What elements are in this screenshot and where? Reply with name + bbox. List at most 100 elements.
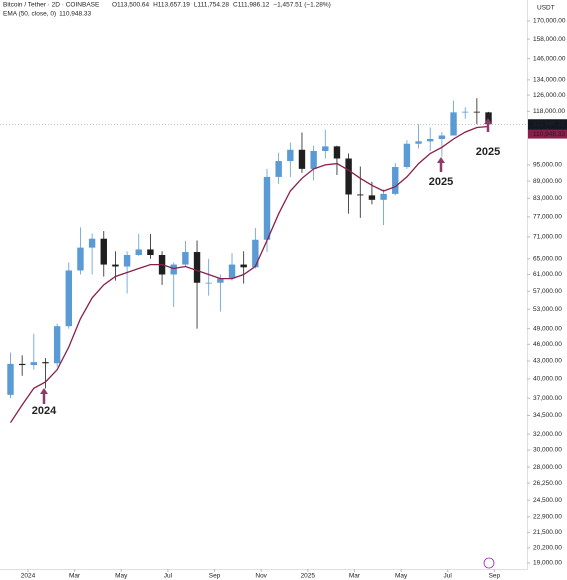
candle-body: [30, 362, 38, 366]
event-icon[interactable]: [483, 557, 495, 569]
candle-body: [18, 363, 26, 366]
y-tick-label: 89,000.00: [533, 178, 562, 185]
y-tick-label: 21,500.00: [533, 529, 562, 536]
y-tick-label: 61,000.00: [533, 271, 562, 278]
ohlc-value: L111,754.28: [194, 2, 230, 9]
x-tick-label: Sep: [489, 573, 501, 580]
candle-body: [438, 135, 446, 139]
candle-body: [263, 176, 271, 240]
ema-line: [9, 125, 489, 424]
x-tick-label: Jul: [444, 573, 453, 580]
ohlc-value: −1,457.51 (−1.28%): [273, 2, 330, 9]
candle-body: [473, 111, 481, 113]
ohlc-value: H113,657.19: [153, 2, 190, 9]
y-tick-label: 49,000.00: [533, 325, 562, 332]
candle-body: [380, 193, 387, 200]
x-tick-label: 2024: [21, 573, 36, 580]
y-tick-label: 46,000.00: [533, 341, 562, 348]
y-tick-label: 65,000.00: [533, 256, 562, 263]
x-tick-label: Sep: [209, 573, 221, 580]
y-tick-label: 53,000.00: [533, 306, 562, 313]
last-price-label: 111,986.12: [533, 120, 565, 127]
y-tick-label: 71,000.00: [533, 234, 562, 241]
candle-body: [240, 264, 247, 268]
candle-body: [368, 195, 376, 200]
y-tick-label: 43,000.00: [533, 358, 562, 365]
x-tick-label: 2025: [301, 573, 316, 580]
candle-body: [450, 112, 457, 136]
candle-body: [112, 264, 119, 267]
candle-body: [415, 141, 422, 144]
candle-body: [228, 264, 236, 279]
candle-body: [485, 112, 492, 125]
y-tick-label: 146,000.00: [533, 55, 566, 62]
candle-body: [53, 326, 61, 364]
y-tick-label: 26,250.00: [533, 480, 562, 487]
candle-body: [461, 111, 469, 113]
y-tick-label: 134,000.00: [533, 77, 566, 84]
y-tick-label: 34,500.00: [533, 412, 562, 419]
ema-tag-label: 110,948.33: [533, 131, 565, 138]
y-tick-label: 28,000.00: [533, 464, 562, 471]
candle-body: [123, 255, 131, 267]
candle-body: [287, 149, 294, 162]
candle-body: [88, 238, 96, 248]
x-tick-label: Mar: [69, 573, 81, 580]
candle-body: [357, 194, 364, 196]
y-tick-label: 118,000.00: [533, 108, 565, 115]
candle-body: [345, 158, 352, 195]
y-tick-label: 37,000.00: [533, 395, 562, 402]
annotation: 2024: [32, 405, 57, 417]
candle-body: [147, 249, 154, 256]
y-tick-label: 19,000.00: [533, 560, 562, 567]
candle-body: [322, 146, 329, 152]
candle-body: [252, 239, 259, 268]
annotation-arrow-head: [437, 157, 445, 163]
chart-title: Bitcoin / Tether · 2D · COINBASE: [3, 2, 100, 9]
y-tick-label: 158,000.00: [533, 36, 566, 43]
annotation: 2025: [429, 176, 453, 188]
x-tick-label: May: [115, 573, 128, 580]
legend-entry: EMA (50, close, 0): [3, 11, 56, 18]
x-tick-label: Nov: [255, 573, 267, 580]
candle-body: [7, 363, 14, 395]
annotation-arrow-head: [484, 118, 492, 124]
y-tick-label: 126,000.00: [533, 92, 566, 99]
candle-body: [205, 282, 212, 284]
y-tick-label: 32,000.00: [533, 431, 562, 438]
candle-body: [42, 362, 49, 364]
y-tick-label: 83,000.00: [533, 195, 562, 202]
y-tick-label: 30,000.00: [533, 447, 562, 454]
y-tick-label: 24,500.00: [533, 497, 562, 504]
y-tick-label: 95,000.00: [533, 162, 562, 169]
y-tick-label: 77,000.00: [533, 214, 562, 221]
candle-body: [275, 161, 282, 177]
candle-body: [298, 149, 306, 169]
y-tick-label: 170,000.00: [533, 18, 566, 25]
candle-body: [333, 146, 341, 159]
candle-body: [182, 252, 189, 265]
currency-label: USDT: [537, 5, 555, 12]
y-tick-label: 20,200.00: [533, 545, 562, 552]
ohlc-value: O113,500.64: [112, 2, 149, 9]
candle-body: [135, 249, 142, 256]
y-tick-label: 40,000.00: [533, 376, 562, 383]
candle-body: [170, 264, 177, 275]
x-tick-label: Jul: [164, 573, 173, 580]
candle-body: [65, 270, 72, 327]
y-tick-label: 57,000.00: [533, 288, 562, 295]
y-tick-label: 22,900.00: [533, 514, 562, 521]
candle-body: [392, 167, 399, 194]
ohlc-value: C111,986.12: [233, 2, 270, 9]
candle-body: [310, 151, 317, 169]
x-tick-label: Mar: [349, 573, 361, 580]
ema-tag: [528, 129, 567, 139]
x-tick-label: May: [395, 573, 408, 580]
candle-body: [217, 278, 224, 283]
annotation: 2025: [476, 146, 500, 158]
legend-value: 110,948.33: [59, 11, 91, 18]
annotation-arrow-head: [40, 388, 48, 394]
candle-body: [403, 143, 411, 168]
